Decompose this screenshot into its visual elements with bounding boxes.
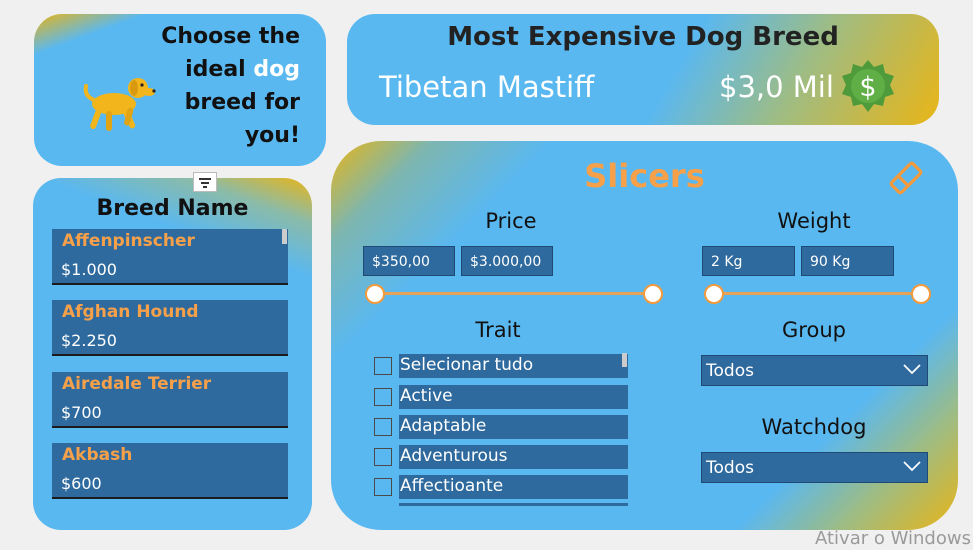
slicers-title: Slicers <box>584 157 705 195</box>
watchdog-dropdown-value: Todos <box>706 458 754 478</box>
checkbox[interactable] <box>374 357 392 375</box>
trait-option-label: Active <box>399 385 628 409</box>
weight-min-input[interactable]: 2 Kg <box>702 246 795 276</box>
group-dropdown[interactable]: Todos <box>701 355 928 386</box>
filter-icon[interactable] <box>193 172 217 192</box>
price-max-input[interactable]: $3.000,00 <box>461 246 553 276</box>
trait-list-more <box>399 503 628 506</box>
breed-item-price: $600 <box>61 474 102 493</box>
breed-item-price: $1.000 <box>61 260 117 279</box>
watchdog-label: Watchdog <box>761 415 867 439</box>
breed-list-scrollbar[interactable] <box>282 229 287 244</box>
price-slider-max-handle[interactable] <box>643 284 663 304</box>
intro-line-4: you! <box>244 123 300 148</box>
price-slider-track <box>373 292 655 295</box>
most-expensive-breed: Tibetan Mastiff <box>379 70 595 104</box>
breed-item-affenpinscher[interactable]: Affenpinscher $1.000 <box>52 229 288 285</box>
weight-label: Weight <box>777 209 851 233</box>
breed-item-name: Affenpinscher <box>62 231 195 251</box>
chevron-down-icon <box>903 461 921 472</box>
watchdog-dropdown[interactable]: Todos <box>701 452 928 483</box>
intro-line-2a: ideal <box>185 57 254 82</box>
intro-highlight-dog: dog <box>253 57 300 82</box>
intro-line-1: Choose the <box>161 24 300 49</box>
price-min-input[interactable]: $350,00 <box>363 246 455 276</box>
intro-line-3: breed for <box>184 90 300 115</box>
breed-list-header: Breed Name <box>96 196 249 221</box>
trait-option-label: Selecionar tudo <box>399 354 628 378</box>
eraser-icon[interactable] <box>889 161 923 195</box>
breed-item-price: $700 <box>61 403 102 422</box>
price-label: Price <box>485 209 537 233</box>
breed-item-name: Airedale Terrier <box>62 374 212 394</box>
weight-slider-max-handle[interactable] <box>911 284 931 304</box>
most-expensive-price: $3,0 Mil <box>719 70 834 104</box>
intro-text: Choose the ideal dog breed for you! <box>161 20 300 152</box>
trait-option-label: Affectioante <box>399 475 628 499</box>
checkbox[interactable] <box>374 388 392 406</box>
slicers-card: Slicers Price $350,00 $3.000,00 Weight 2… <box>331 141 958 530</box>
dollar-badge-icon: $ <box>842 60 894 112</box>
checkbox[interactable] <box>374 448 392 466</box>
price-range-slider[interactable] <box>365 284 663 304</box>
weight-slider-min-handle[interactable] <box>704 284 724 304</box>
trait-option-label: Adventurous <box>399 445 628 469</box>
intro-line-2: ideal dog <box>161 53 300 86</box>
chevron-down-icon <box>903 364 921 375</box>
dog-icon <box>83 78 156 131</box>
intro-card: Choose the ideal dog breed for you! <box>34 14 326 166</box>
breed-item-name: Afghan Hound <box>62 302 199 322</box>
most-expensive-title: Most Expensive Dog Breed <box>447 22 839 52</box>
breed-item-price: $2.250 <box>61 331 117 350</box>
trait-option-label: Adaptable <box>399 415 628 439</box>
weight-range-slider[interactable] <box>704 284 931 304</box>
group-label: Group <box>782 318 846 342</box>
price-slider-min-handle[interactable] <box>365 284 385 304</box>
trait-label: Trait <box>475 318 521 342</box>
svg-text:$: $ <box>859 72 876 103</box>
checkbox[interactable] <box>374 418 392 436</box>
breed-item-name: Akbash <box>62 445 133 465</box>
weight-max-input[interactable]: 90 Kg <box>801 246 894 276</box>
group-dropdown-value: Todos <box>706 361 754 381</box>
most-expensive-card: Most Expensive Dog Breed Tibetan Mastiff… <box>347 14 939 125</box>
checkbox[interactable] <box>374 478 392 496</box>
breed-list-card: Breed Name Affenpinscher $1.000 Afghan H… <box>33 172 312 530</box>
trait-list-scrollbar[interactable] <box>622 353 627 367</box>
breed-item-akbash[interactable]: Akbash $600 <box>52 443 288 499</box>
weight-slider-track <box>712 292 923 295</box>
breed-item-airedale-terrier[interactable]: Airedale Terrier $700 <box>52 372 288 428</box>
windows-activation-watermark: Ativar o Windows <box>815 528 971 549</box>
breed-item-afghan-hound[interactable]: Afghan Hound $2.250 <box>52 300 288 356</box>
